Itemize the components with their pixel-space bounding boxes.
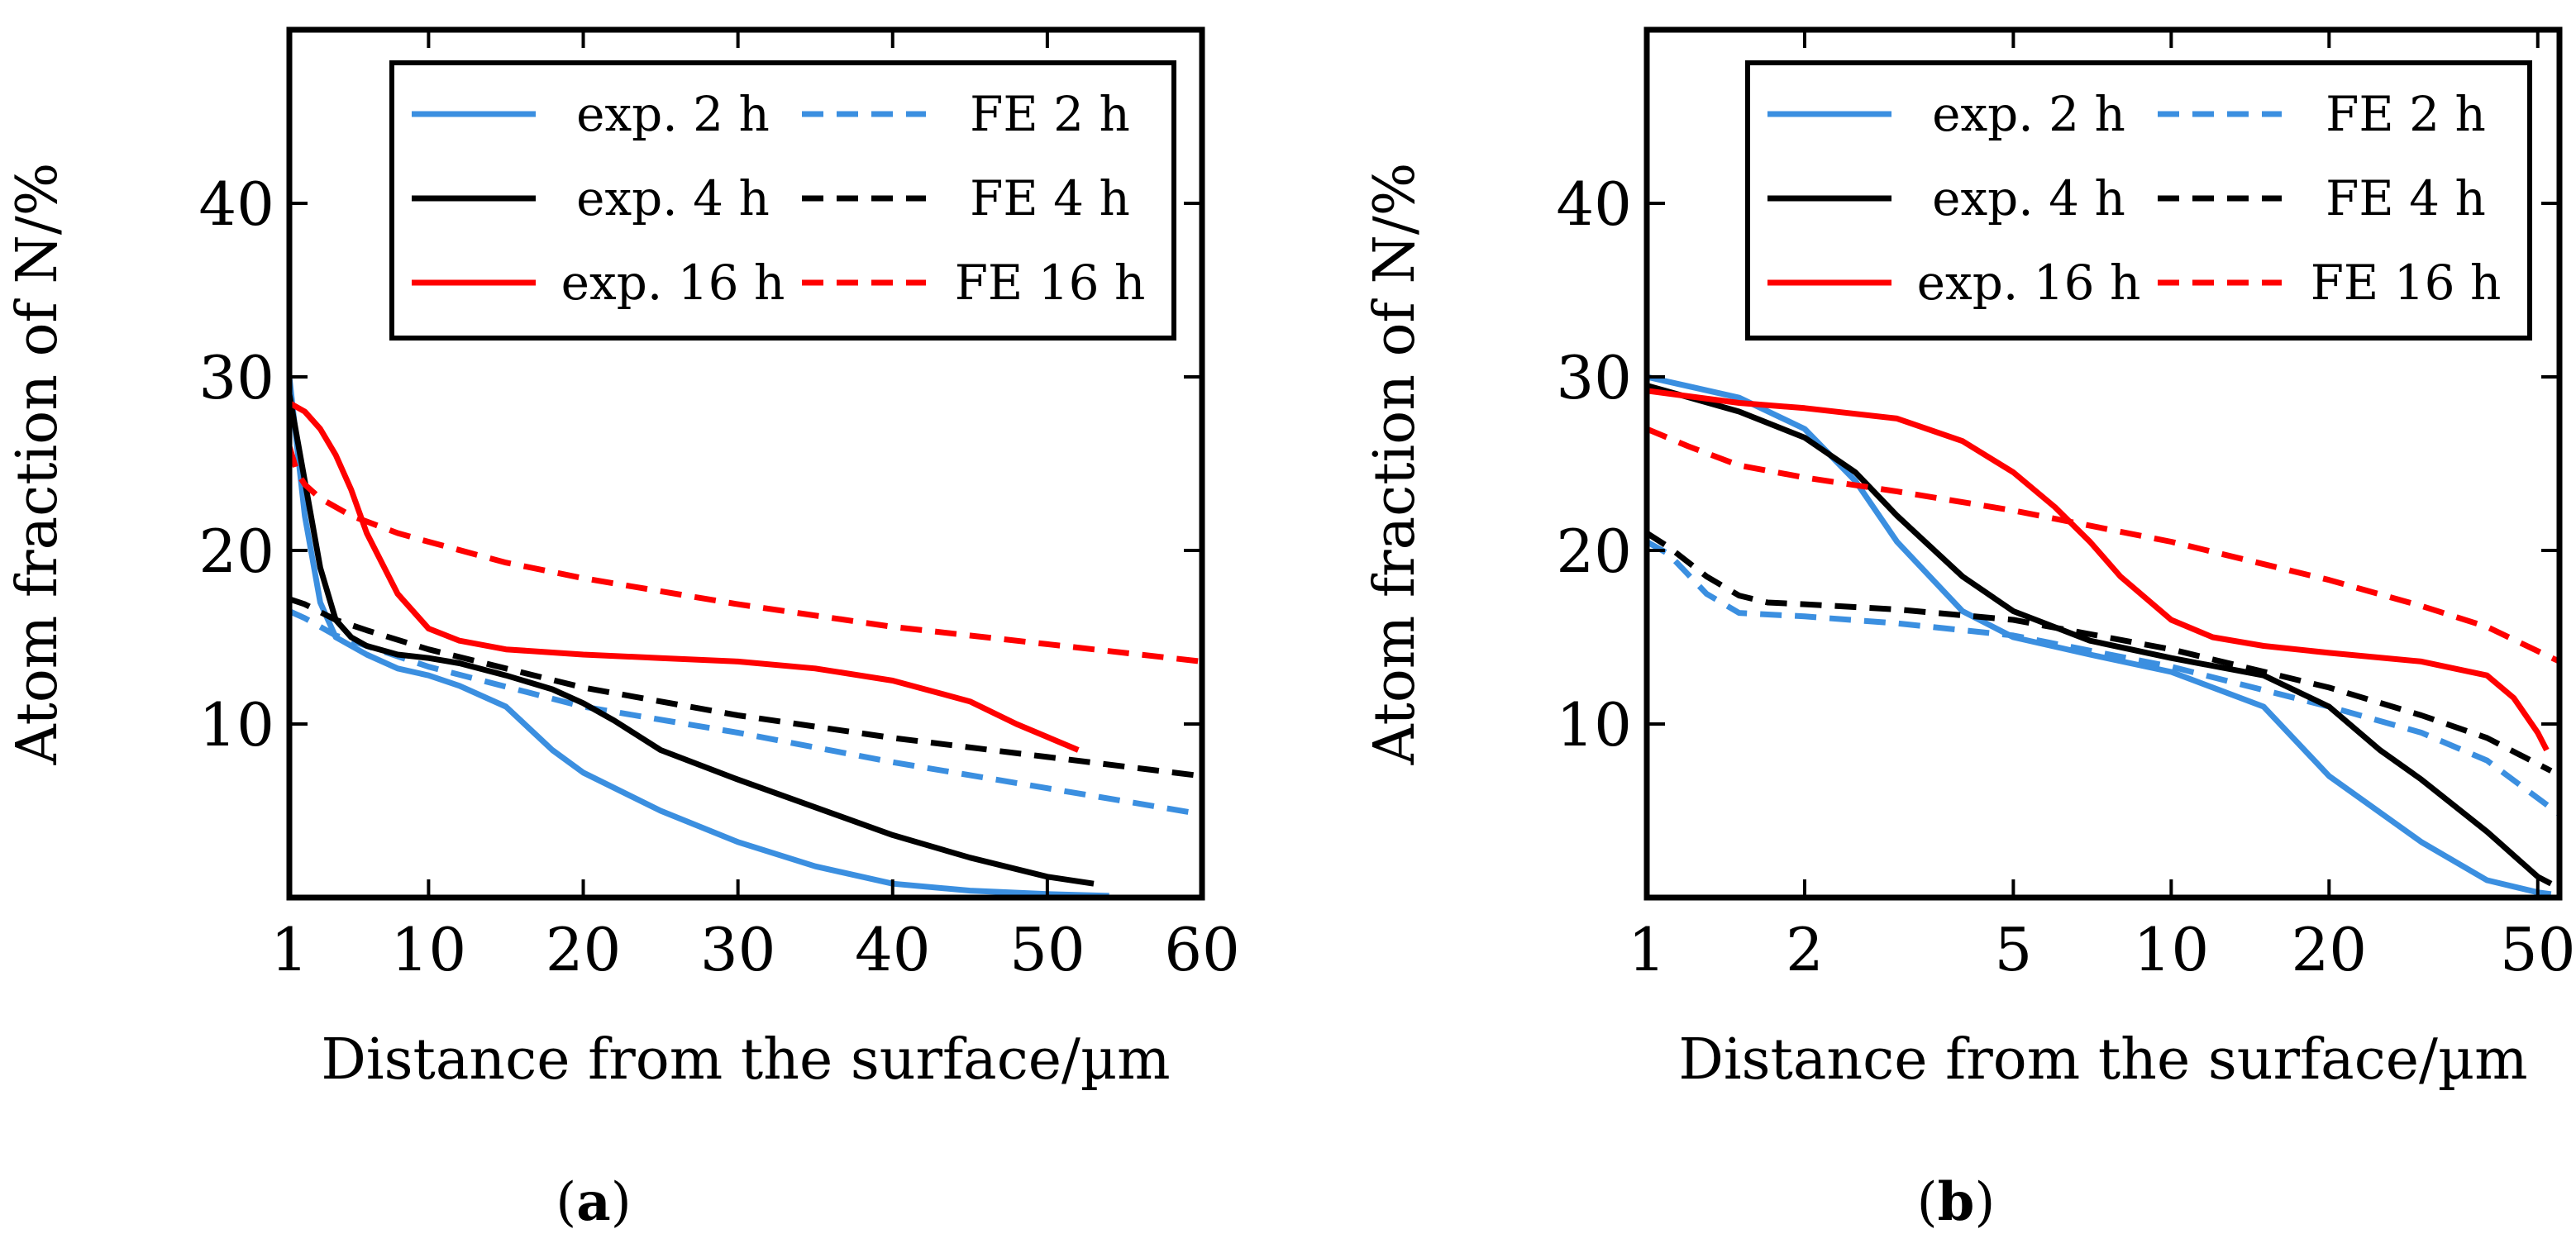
- y-tick-label: 40: [198, 169, 274, 239]
- ticks-a: 1 10 20 30 40 50 60 10 20 30 40: [198, 30, 1240, 984]
- legend-label-fe-4h: FE 4 h: [2326, 170, 2486, 226]
- y-axis-title-a: Atom fraction of N/%: [5, 163, 70, 766]
- legend-entry-fe-2h: FE 2 h: [802, 86, 1130, 142]
- legend-label-fe-16h: FE 16 h: [2311, 255, 2502, 311]
- series-line-fe-4-h: [288, 596, 1203, 779]
- y-tick-label: 10: [198, 690, 274, 760]
- legend-entry-fe-4h: FE 4 h: [802, 170, 1130, 226]
- plot-frame-a: [286, 26, 1205, 901]
- y-tick-label: 30: [1556, 343, 1632, 412]
- x-tick-label: 50: [2500, 915, 2576, 984]
- caption-letter-b: b: [1938, 1171, 1975, 1233]
- x-axis-title-a: Distance from the surface/µm: [321, 1027, 1170, 1093]
- panel-caption-b: (b): [1917, 1171, 1996, 1233]
- y-axis-title-b: Atom fraction of N/%: [1362, 163, 1428, 766]
- x-tick-label: 1: [270, 915, 308, 984]
- series-layer-b: [1645, 374, 2562, 898]
- legend-b: exp. 2 h FE 2 h exp. 4 h FE 4 h exp. 16 …: [1745, 60, 2532, 341]
- y-tick-label: 40: [1556, 169, 1632, 239]
- series-line-fe-16-h: [1645, 426, 2561, 664]
- legend-entry-fe-2h: FE 2 h: [2158, 86, 2486, 142]
- legend-entry-fe-16h: FE 16 h: [2158, 255, 2501, 311]
- y-tick-label: 20: [1556, 517, 1632, 586]
- series-line-exp-4-h: [1646, 383, 2553, 887]
- y-tick-label: 30: [198, 343, 274, 412]
- legend-entry-fe-4h: FE 4 h: [2158, 170, 2486, 226]
- caption-close-paren-b: ): [1974, 1172, 1995, 1233]
- series-line-fe-4-h: [1645, 531, 2553, 774]
- x-axis-title-b: Distance from the surface/µm: [1678, 1027, 2527, 1093]
- x-tick-label: 30: [700, 915, 776, 984]
- legend-label-exp-4h: exp. 4 h: [576, 170, 770, 226]
- caption-letter-a: a: [576, 1171, 610, 1233]
- x-tick-label: 40: [855, 915, 931, 984]
- series-line-fe-2-h: [288, 608, 1203, 817]
- series-line-fe-16-h: [286, 445, 1203, 664]
- legend-label-exp-16h: exp. 16 h: [561, 255, 785, 311]
- chart-panel-b: 1 2 5 10 20 50 10 20 30 40 exp. 2 h FE 2 h exp. 4…: [1362, 26, 2576, 1233]
- x-tick-label: 60: [1164, 915, 1240, 984]
- legend-entry-exp-2h: exp. 2 h: [1767, 86, 2125, 142]
- series-layer-a: [286, 376, 1203, 899]
- legend-label-exp-16h: exp. 16 h: [1917, 255, 2141, 311]
- chart-panel-a: 1 10 20 30 40 50 60 10 20 30 40 exp. 2 h FE 2 h ex…: [5, 26, 1240, 1233]
- panel-caption-a: (a): [556, 1171, 631, 1233]
- caption-open-paren-b: (: [1917, 1172, 1938, 1233]
- y-tick-label: 20: [198, 517, 274, 586]
- ticks-b: 1 2 5 10 20 50 10 20 30 40: [1556, 30, 2576, 984]
- series-line-fe-2-h: [1645, 539, 2562, 817]
- x-tick-label: 2: [1786, 915, 1824, 984]
- series-line-exp-16-h: [288, 400, 1080, 753]
- x-tick-label: 10: [391, 915, 467, 984]
- legend-entry-exp-16h: exp. 16 h: [412, 255, 785, 311]
- legend-label-exp-2h: exp. 2 h: [576, 86, 770, 142]
- series-line-exp-2-h: [1646, 374, 2552, 898]
- caption-close-paren-a: ): [611, 1172, 632, 1233]
- legend-label-fe-2h: FE 2 h: [970, 86, 1130, 142]
- series-line-exp-4-h: [286, 393, 1095, 887]
- legend-label-exp-4h: exp. 4 h: [1932, 170, 2125, 226]
- legend-entry-exp-16h: exp. 16 h: [1767, 255, 2140, 311]
- legend-label-exp-2h: exp. 2 h: [1932, 86, 2125, 142]
- x-tick-label: 10: [2134, 915, 2210, 984]
- legend-label-fe-2h: FE 2 h: [2326, 86, 2486, 142]
- series-line-exp-16-h: [1646, 388, 2550, 752]
- legend-entry-exp-4h: exp. 4 h: [1767, 170, 2125, 226]
- y-tick-label: 10: [1556, 690, 1632, 760]
- legend-a: exp. 2 h FE 2 h exp. 4 h FE 4 h exp. 16 …: [389, 60, 1176, 341]
- legend-entry-fe-16h: FE 16 h: [802, 255, 1145, 311]
- x-tick-label: 20: [546, 915, 622, 984]
- legend-entry-exp-2h: exp. 2 h: [412, 86, 770, 142]
- x-tick-label: 1: [1628, 915, 1666, 984]
- x-tick-label: 50: [1009, 915, 1085, 984]
- caption-open-paren-a: (: [556, 1172, 576, 1233]
- x-tick-label: 5: [1994, 915, 2032, 984]
- legend-entry-exp-4h: exp. 4 h: [412, 170, 770, 226]
- plot-frame-b: [1643, 26, 2563, 901]
- legend-label-fe-4h: FE 4 h: [970, 170, 1130, 226]
- legend-label-fe-16h: FE 16 h: [955, 255, 1146, 311]
- x-tick-label: 20: [2291, 915, 2367, 984]
